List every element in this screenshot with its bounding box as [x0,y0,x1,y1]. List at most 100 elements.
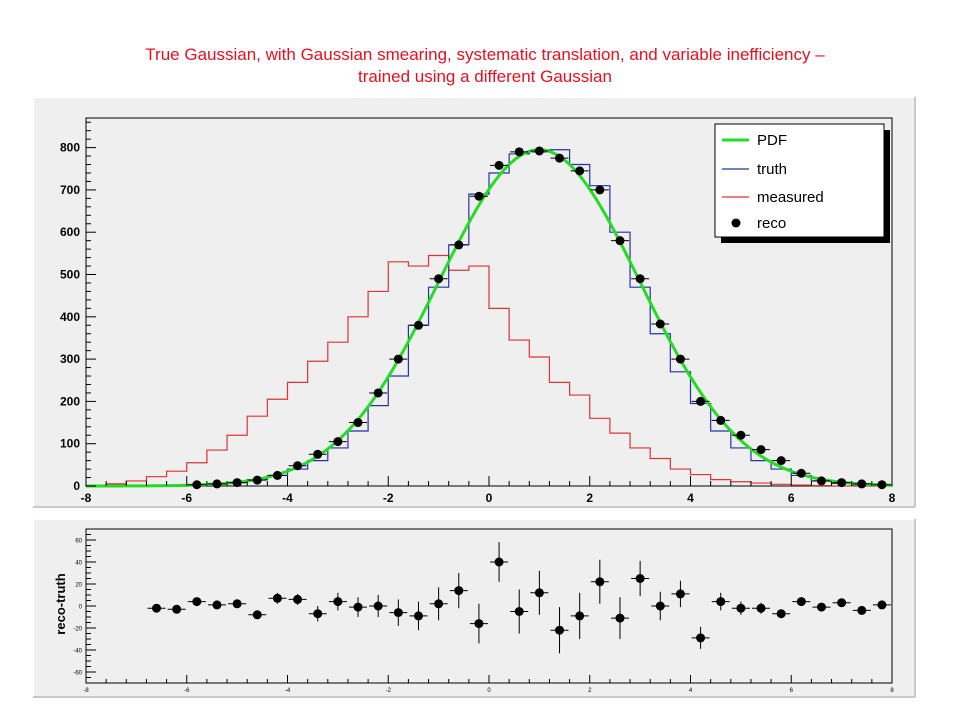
legend-items: PDF truth measured reco [722,132,824,232]
reco-point [389,354,408,364]
reco-point [711,415,730,425]
residual-marker [172,604,182,614]
reco-point-marker [756,445,766,455]
x-tick-label: 6 [788,491,795,505]
residual-marker [252,610,262,620]
reco-point [469,191,488,201]
residual-marker [272,593,282,603]
x-tick-label: -4 [282,491,293,505]
reco-point [449,240,468,250]
residual-point [852,605,871,615]
reco-point-marker [514,147,524,157]
reco-point-marker [796,468,806,478]
y-tick-label: 700 [60,183,80,197]
main-plot-content [85,146,893,490]
reco-point-marker [212,479,222,489]
residual-point [389,599,408,626]
legend-entry-reco: reco [731,215,786,232]
residual-marker [716,597,726,607]
residual-y-tick-label: -60 [73,671,82,677]
residual-x-tick-label: -8 [83,688,89,694]
x-tick-label: 0 [486,491,493,505]
y-tick-label: 500 [60,268,80,282]
reco-point-marker [333,437,343,447]
residual-point [812,602,831,612]
residual-y-tick-label: 0 [79,605,83,611]
reco-point-marker [857,479,867,489]
y-tick-label: 200 [60,394,80,408]
reco-point [187,480,206,490]
reco-point [671,354,690,364]
reco-point-marker [696,396,706,406]
residual-point [651,591,670,621]
residual-point [530,570,549,615]
residual-marker [313,609,323,619]
reco-point-marker [877,480,887,490]
residual-x-tick-label: 4 [689,688,693,694]
residual-marker [816,602,826,612]
reco-point-marker [615,236,625,246]
residual-point [610,597,629,639]
residual-marker [232,599,242,609]
residual-marker [857,605,867,615]
residual-point [631,560,650,597]
residual-y-axis-label: reco-truth [53,573,68,634]
reco-point [490,160,509,170]
residual-point [449,573,468,609]
residual-point [328,592,347,611]
residual-x-tick-label: 8 [890,688,894,694]
slide-title-line-2: trained using a different Gaussian [358,67,612,86]
residual-marker [152,603,162,613]
reco-point-marker [192,480,202,490]
residual-point [187,597,206,607]
residual-point [590,559,609,604]
top-pad: 0 100 200 300 400 500 600 700 800 -8 -6 -4 -2 0 2 4 6 8 P… [32,96,916,508]
residual-marker [675,589,685,599]
residual-point [207,600,226,610]
legend-swatch-reco [731,218,741,228]
reco-point [832,478,851,488]
reco-point [872,480,891,490]
residual-marker [413,611,423,621]
residual-marker [877,600,887,610]
reco-point-marker [353,418,363,428]
residual-point [369,595,388,617]
reco-point-marker [474,191,484,201]
residual-x-tick-label: 0 [487,688,491,694]
legend: PDF truth measured reco [714,123,890,243]
reco-point [772,456,791,466]
residual-point [711,592,730,611]
residual-point [409,601,428,631]
residual-marker [333,597,343,607]
y-tick-label: 300 [60,352,80,366]
residual-point [772,609,791,619]
residual-point [792,597,811,607]
residual-point [752,602,771,614]
legend-box [714,123,885,238]
reco-point-marker [716,415,726,425]
residual-point [691,626,710,649]
reco-point-marker [272,470,282,480]
reco-point-marker [434,274,444,284]
reco-point-marker [454,240,464,250]
reco-point-marker [393,354,403,364]
reco-point [409,320,428,330]
reco-point [852,479,871,489]
y-tick-label: 600 [60,225,80,239]
residual-point [510,589,529,634]
reco-point [328,437,347,447]
residual-marker [635,574,645,583]
reco-point-marker [837,478,847,488]
reco-point-marker [655,319,665,329]
legend-entry-PDF: PDF [722,132,787,149]
residual-point [308,606,327,622]
x-tick-label: 2 [586,491,593,505]
reco-point [369,388,388,398]
reco-point [752,445,771,455]
residual-marker [192,597,202,607]
legend-entry-truth: truth [722,161,787,178]
reco-point [429,274,448,284]
reco-point-marker [293,461,303,471]
reco-point [228,478,247,488]
